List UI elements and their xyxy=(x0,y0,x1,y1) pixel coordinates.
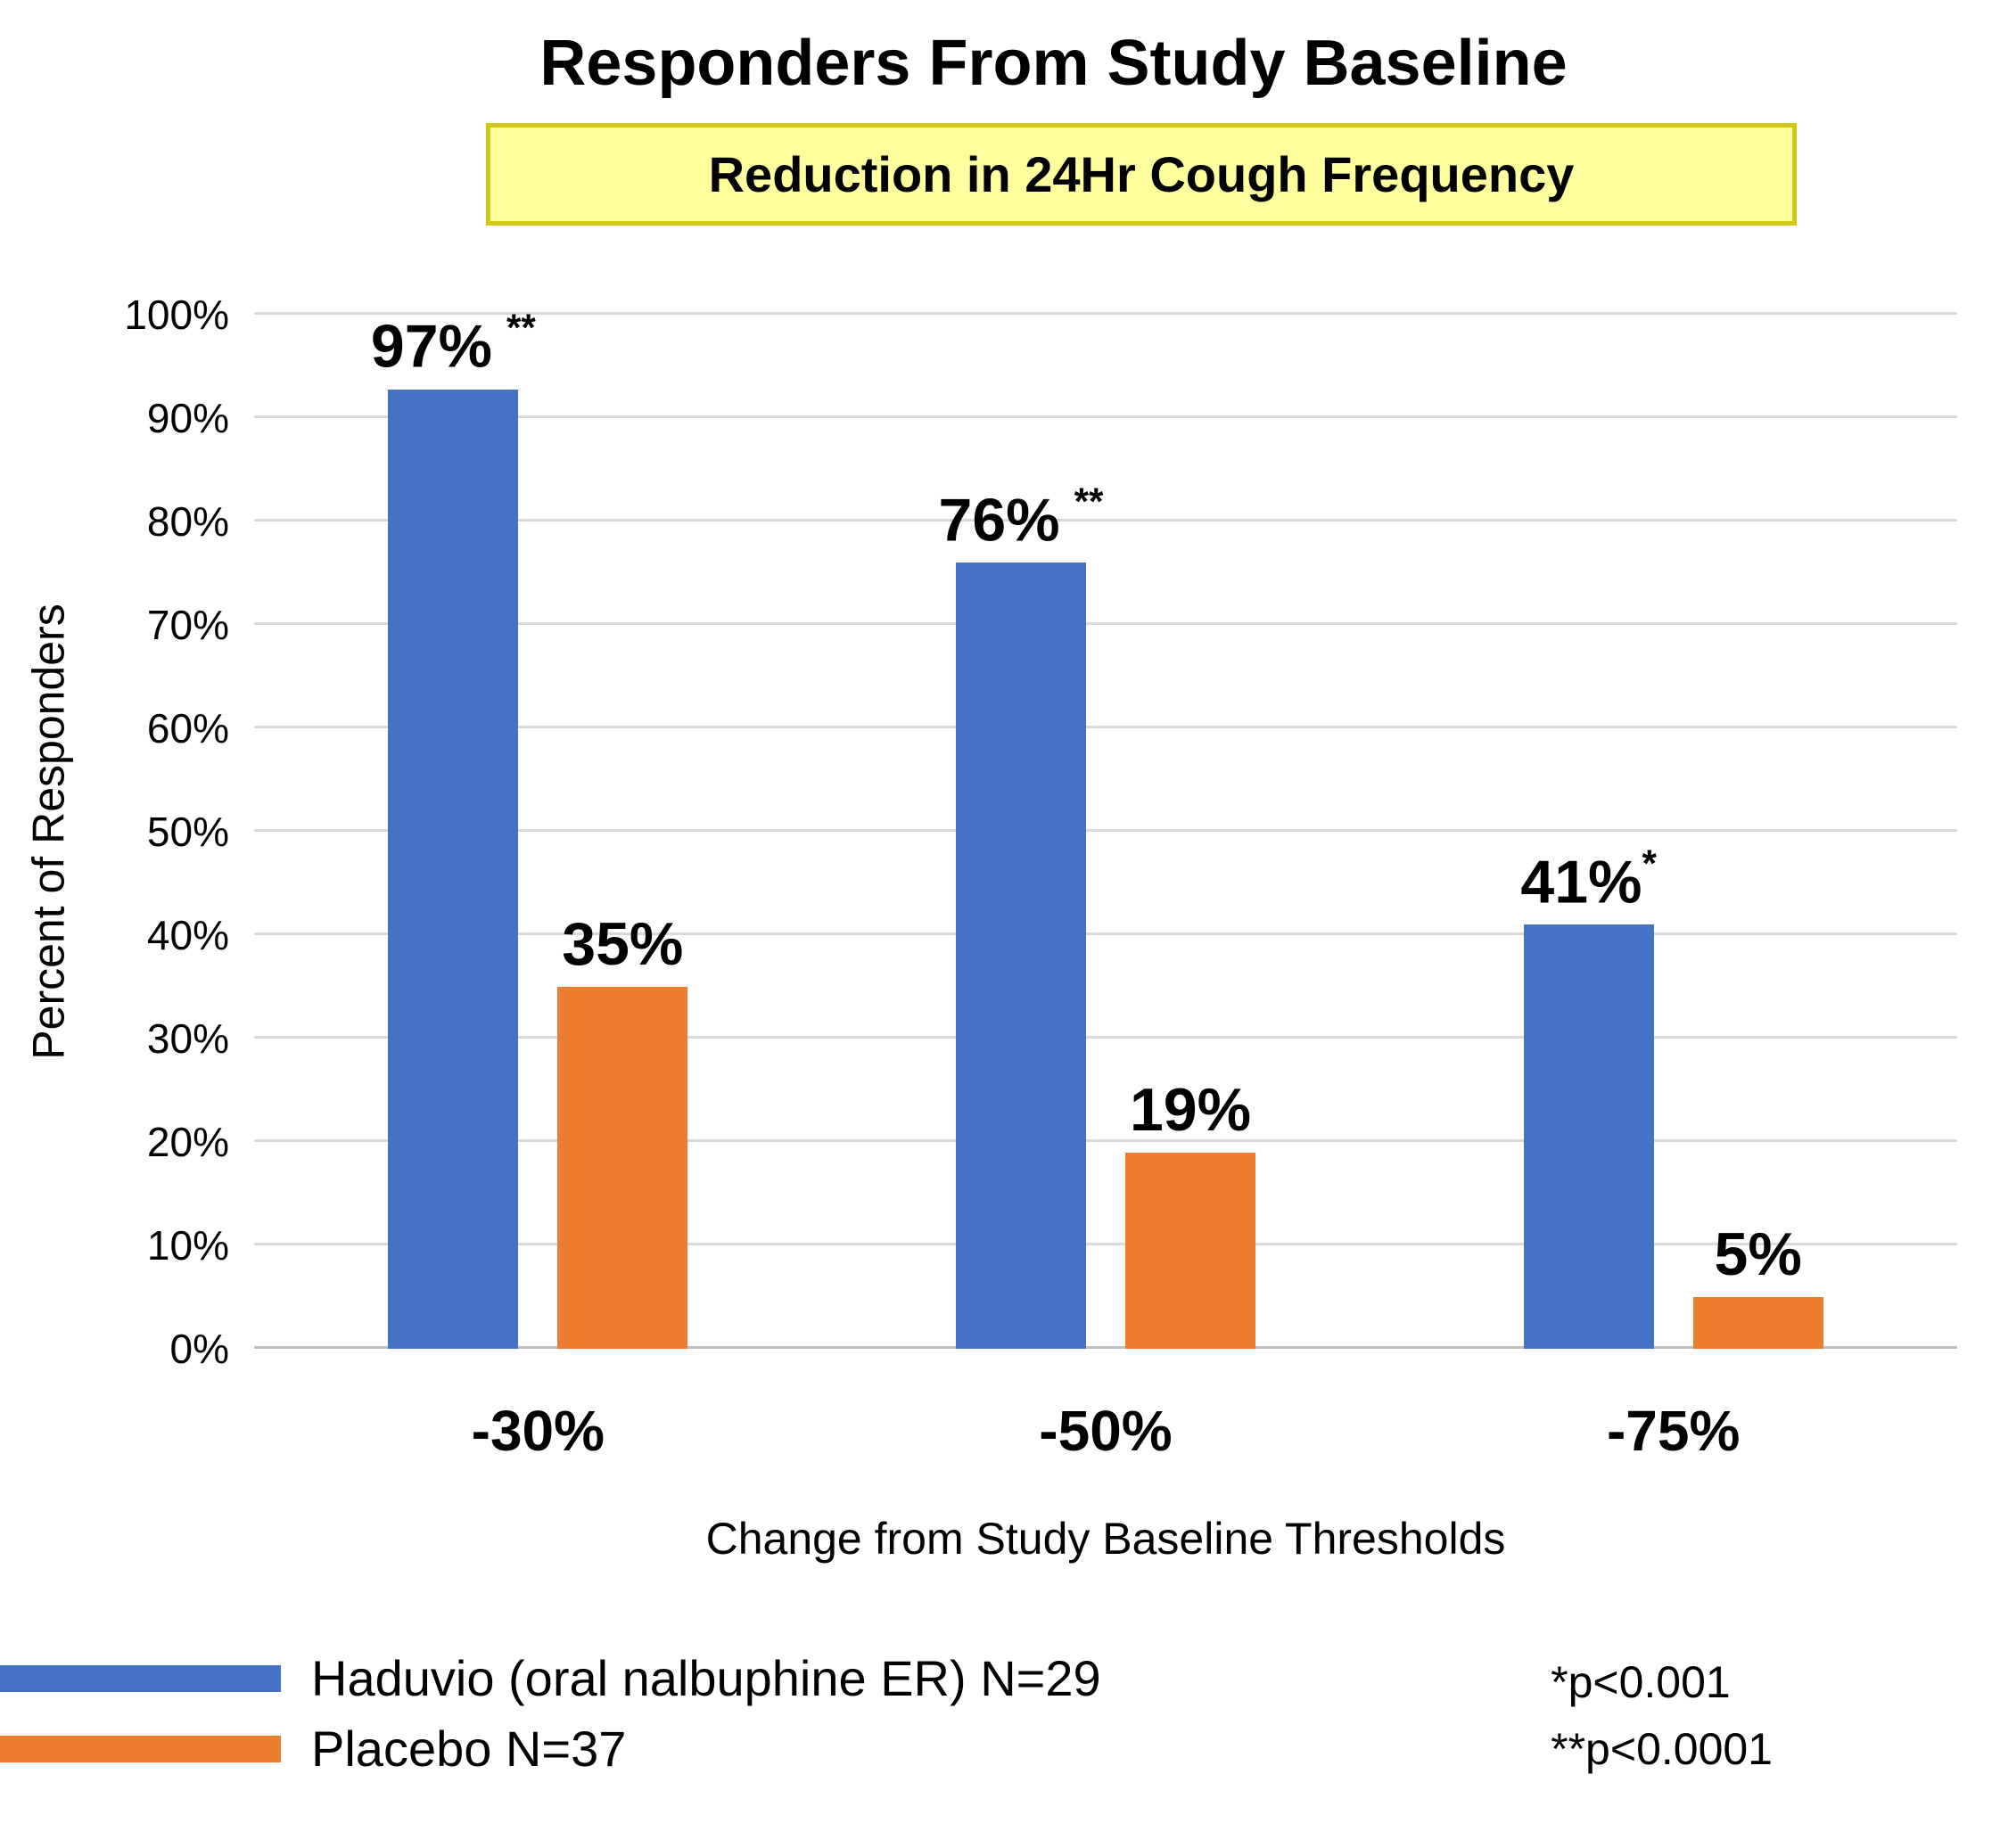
x-category-label: -75% xyxy=(1606,1399,1741,1463)
gridline xyxy=(254,312,1957,315)
y-axis-ticks: 0% 10% 20% 30% 40% 50% 60% 70% 80% 90% 100% xyxy=(98,292,254,1372)
bar-placebo xyxy=(557,987,688,1349)
chart-subtitle-box: Reduction in 24Hr Cough Frequency xyxy=(486,123,1797,226)
gridline xyxy=(254,622,1957,625)
chart-footer: Haduvio (oral nalbuphine ER) N=29 Placebo… xyxy=(0,1649,2000,1783)
legend-label-haduvio: Haduvio (oral nalbuphine ER) N=29 xyxy=(311,1650,1101,1706)
gridline xyxy=(254,932,1957,935)
bar-value-label: 5% xyxy=(1714,1220,1802,1288)
bar-column-placebo: 5% xyxy=(1692,315,1823,1349)
bar-column-placebo: 19% xyxy=(1125,315,1255,1349)
y-tick-label: 70% xyxy=(146,602,229,648)
footnote: *p<0.001 xyxy=(1551,1657,1731,1707)
gridline xyxy=(254,1036,1957,1039)
y-tick-label: 100% xyxy=(124,292,229,338)
y-tick-label: 0% xyxy=(169,1326,229,1372)
x-axis-title: Change from Study Baseline Thresholds xyxy=(705,1514,1506,1564)
bar-value-label: 41%* xyxy=(1520,842,1657,916)
y-tick-label: 10% xyxy=(146,1222,229,1269)
gridline xyxy=(254,1243,1957,1245)
legend-item-haduvio: Haduvio (oral nalbuphine ER) N=29 xyxy=(0,1649,1101,1707)
chart-title: Responders From Study Baseline xyxy=(539,28,1568,99)
bar-value-label: 35% xyxy=(562,910,684,978)
gridline xyxy=(254,519,1957,522)
bar-value-label: 97% ** xyxy=(370,307,536,381)
plot-area: 97% ** 35% 76% ** 19% 41%* 5% xyxy=(254,308,1957,1349)
bar-column-placebo: 35% xyxy=(557,315,688,1349)
bar-haduvio xyxy=(956,563,1086,1349)
y-tick-label: 80% xyxy=(146,498,229,545)
footnote: **p<0.0001 xyxy=(1551,1724,1773,1774)
bar-haduvio xyxy=(1523,924,1654,1349)
bar-column-haduvio: 41%* xyxy=(1520,315,1657,1349)
bar-column-haduvio: 76% ** xyxy=(939,315,1103,1349)
x-axis-line xyxy=(254,1346,1957,1349)
bar-placebo xyxy=(1692,1297,1823,1349)
y-tick-label: 20% xyxy=(146,1119,229,1165)
bar-placebo xyxy=(1125,1152,1255,1349)
chart-body: Percent of Responders 0% 10% 20% 30% 40% 50% 6… xyxy=(0,292,2000,1565)
bar-value-label: 19% xyxy=(1129,1075,1252,1144)
y-tick-label: 60% xyxy=(146,705,229,752)
gridline xyxy=(254,726,1957,728)
chart-subtitle: Reduction in 24Hr Cough Frequency xyxy=(708,146,1575,202)
legend: Haduvio (oral nalbuphine ER) N=29 Placebo… xyxy=(0,1649,1101,1778)
gridline xyxy=(254,1139,1957,1142)
bar-value-label: 76% ** xyxy=(938,480,1104,554)
legend-swatch-haduvio xyxy=(0,1664,281,1692)
legend-swatch-placebo xyxy=(0,1735,281,1762)
x-category-label: -30% xyxy=(471,1399,605,1463)
gridline xyxy=(254,415,1957,418)
y-axis-title: Percent of Responders xyxy=(24,604,74,1060)
x-category-labels: -30% -50% -75% xyxy=(254,1349,1957,1464)
bar-haduvio xyxy=(388,389,519,1349)
y-tick-label: 90% xyxy=(146,395,229,441)
bar-column-haduvio: 97% ** xyxy=(371,308,536,1349)
bar-group: 76% ** 19% xyxy=(822,315,1390,1349)
x-category-label: -50% xyxy=(1039,1399,1173,1463)
y-tick-label: 50% xyxy=(146,809,229,855)
legend-item-placebo: Placebo N=37 xyxy=(0,1720,1101,1778)
gridline xyxy=(254,829,1957,832)
y-tick-label: 40% xyxy=(146,912,229,958)
y-tick-label: 30% xyxy=(146,1015,229,1062)
bar-group: 41%* 5% xyxy=(1389,315,1957,1349)
bar-group: 97% ** 35% xyxy=(254,308,822,1349)
legend-label-placebo: Placebo N=37 xyxy=(311,1721,627,1777)
y-axis-title-wrap: Percent of Responders xyxy=(0,315,98,1349)
footnotes: *p<0.001 **p<0.0001 xyxy=(1551,1649,1773,1783)
